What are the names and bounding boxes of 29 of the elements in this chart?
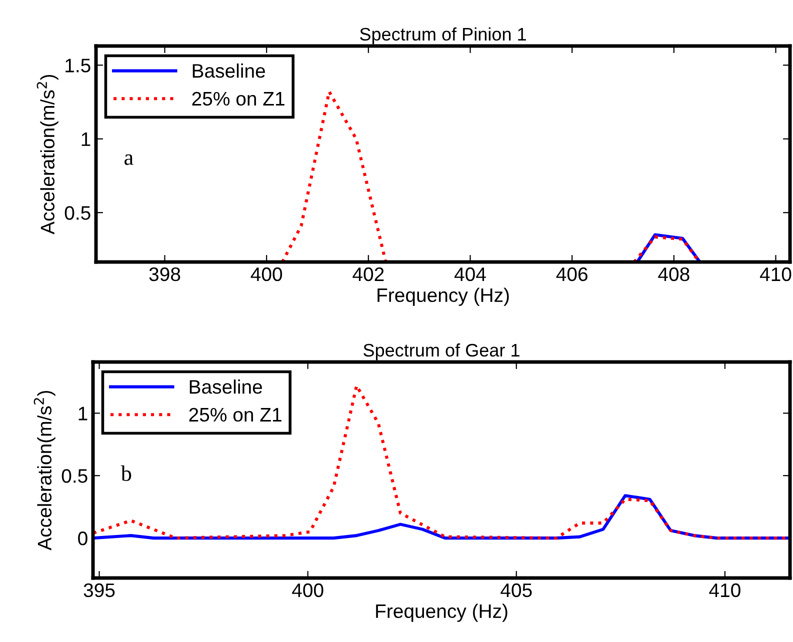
chart-title: Spectrum of Pinion 1 — [360, 27, 526, 44]
x-axis-title: Frequency (Hz) — [378, 288, 509, 306]
legend-label: 25% on Z1 — [189, 408, 282, 422]
x-tick-label: 395 — [84, 583, 115, 598]
y-axis-title: Acceleration(m/s$^{2}$) — [36, 74, 58, 234]
x-tick-label: 404 — [454, 267, 486, 282]
legend-label: Baseline — [190, 380, 262, 394]
y-tick-label: 1.5 — [66, 58, 90, 72]
y-tick-label: 0 — [78, 532, 88, 546]
annotation: a — [124, 154, 134, 166]
y-tick-label: 1 — [82, 132, 90, 146]
x-tick-label: 400 — [250, 267, 282, 282]
x-tick-label: 408 — [658, 267, 690, 282]
legend-label: 25% on Z1 — [192, 92, 284, 106]
y-axis-title: Acceleration(m/s$^{2}$) — [34, 390, 56, 550]
legend-label: Baseline — [192, 64, 265, 78]
y-tick-label: 0.5 — [64, 206, 90, 220]
x-tick-label: 405 — [500, 583, 532, 598]
y-tick-label: 0.5 — [62, 469, 88, 483]
annotation: b — [120, 465, 132, 482]
x-tick-label: 400 — [292, 583, 324, 598]
chart-title: Spectrum of Gear 1 — [364, 343, 520, 360]
x-axis-title: Frequency (Hz) — [376, 604, 508, 622]
y-tick-label: 1 — [78, 406, 88, 420]
x-tick-label: 398 — [149, 267, 180, 282]
x-tick-label: 406 — [556, 267, 588, 282]
x-tick-label: 402 — [352, 267, 384, 282]
x-tick-label: 410 — [709, 583, 740, 598]
x-tick-label: 410 — [760, 267, 792, 282]
